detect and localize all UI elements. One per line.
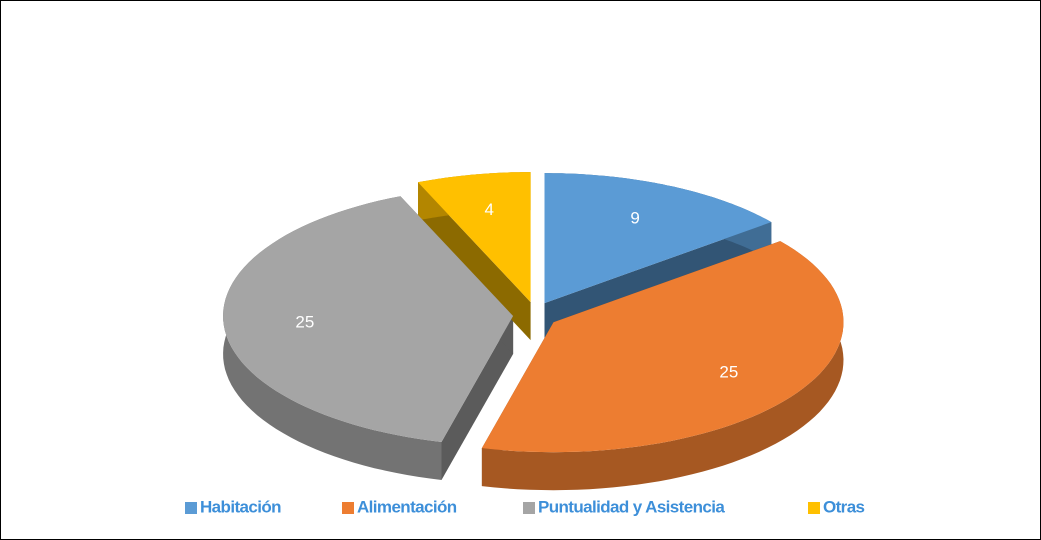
slice <box>418 172 531 303</box>
data-label: 4 <box>485 200 494 219</box>
slice-wall <box>481 241 844 491</box>
legend-label: Puntualidad y Asistencia <box>538 497 725 516</box>
legend-swatch <box>523 502 535 514</box>
data-label: 25 <box>719 362 738 381</box>
legend-label: Habitación <box>200 497 281 516</box>
slice <box>223 196 514 442</box>
legend-label: Alimentación <box>357 497 457 516</box>
slice-side <box>441 316 514 480</box>
legend-label: Otras <box>823 497 865 516</box>
data-label: 9 <box>630 208 639 227</box>
slice <box>544 173 772 304</box>
legend-swatch <box>342 502 354 514</box>
legend-swatch <box>185 502 197 514</box>
slice-side <box>418 182 531 341</box>
data-label: 25 <box>295 312 314 331</box>
slice <box>481 241 844 453</box>
legend-swatch <box>808 502 820 514</box>
